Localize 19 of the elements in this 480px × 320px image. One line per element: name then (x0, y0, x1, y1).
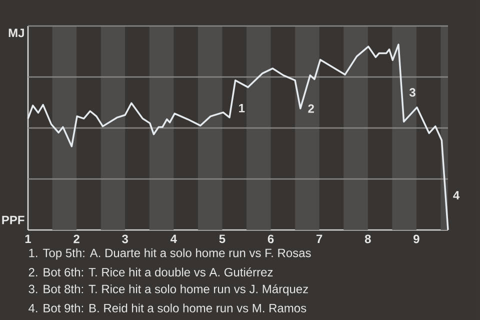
x-tick-label: 9 (414, 234, 420, 244)
annotation: 3 (409, 88, 416, 97)
annotation: 4 (453, 191, 460, 200)
x-tick-label: 3 (122, 234, 128, 244)
text: PPF (2, 216, 24, 224)
x-tick-label: 1 (25, 234, 32, 243)
text: 1. Top 5th: A. Duarte hit a solo home run vs F. Rosas (29, 248, 311, 260)
x-tick-label: 5 (219, 234, 226, 244)
x-tick-label: 8 (364, 234, 371, 244)
x-tick-label: 2 (74, 234, 80, 244)
text: 3. Bot 8th: T. Rice hit a solo home run vs J. Márquez (28, 284, 308, 296)
x-tick-label: 7 (316, 234, 322, 243)
text: 4. Bot 9th: B. Reid hit a solo home run vs M. Ramos (28, 304, 306, 312)
x-tick-label: 4 (170, 234, 177, 243)
x-tick-label: 6 (268, 234, 274, 244)
annotation: 1 (239, 104, 245, 112)
text: 2. Bot 6th: T. Rice hit a double vs A. Gutiérrez (28, 268, 273, 276)
text: MJ (8, 28, 24, 38)
annotation: 2 (308, 104, 314, 113)
